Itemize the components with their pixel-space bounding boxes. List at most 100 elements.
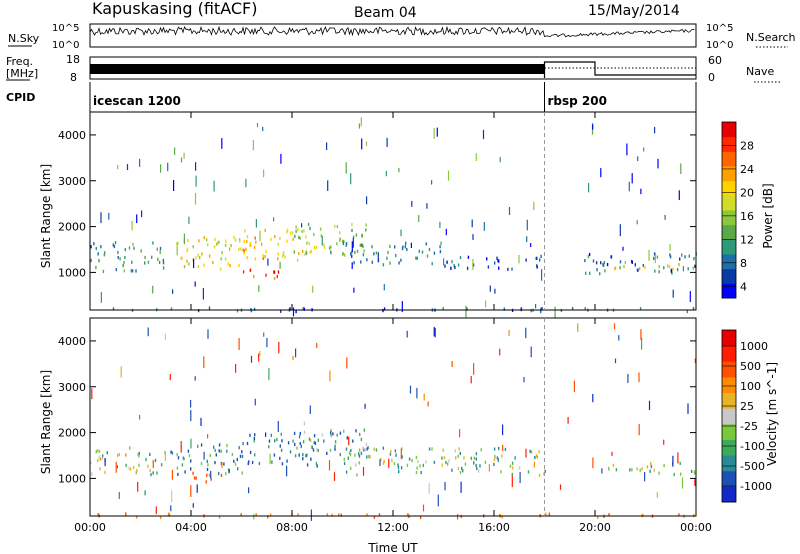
noise-cell: [451, 361, 453, 368]
echo-cell: [693, 257, 695, 261]
velocity-panel: 1000 2000 3000 4000 00:00 04:00 08:00 12:00 16:0…: [58, 317, 772, 534]
echo-cell: [188, 454, 191, 458]
noise-cell: [358, 123, 360, 129]
noise-cell: [439, 221, 441, 229]
noise-cell: [213, 180, 215, 192]
echo-cell: [218, 515, 221, 519]
noise-cell: [180, 157, 183, 163]
echo-cell: [334, 447, 336, 451]
echo-cell: [218, 240, 220, 244]
echo-cell: [348, 451, 351, 455]
echo-cell: [571, 307, 574, 311]
colorbar-tick-label: 8: [740, 257, 747, 270]
echo-cell: [203, 263, 205, 267]
echo-cell: [603, 261, 606, 265]
echo-cell: [501, 515, 503, 519]
noise-cell: [433, 128, 435, 139]
echo-cell: [496, 256, 498, 260]
echo-cell: [286, 459, 288, 463]
noise-cell: [613, 323, 616, 330]
noise-cell: [221, 138, 223, 149]
nsearch-label: N.Search: [746, 31, 796, 44]
echo-cell: [302, 457, 304, 461]
echo-cell: [442, 448, 444, 452]
echo-cell: [262, 256, 264, 260]
echo-cell: [345, 242, 348, 246]
noise-cell: [348, 436, 350, 446]
freq-trace: [90, 61, 696, 78]
echo-cell: [238, 446, 240, 450]
echo-cell: [234, 238, 237, 242]
noise-cell: [115, 461, 117, 473]
echo-cell: [206, 467, 209, 472]
colorbar-tick-label: 500: [740, 360, 761, 373]
echo-cell: [400, 258, 402, 262]
echo-cell: [690, 469, 693, 473]
echo-cell: [159, 246, 162, 250]
echo-cell: [459, 255, 462, 260]
echo-cell: [116, 453, 119, 457]
noise-cell: [333, 472, 336, 481]
echo-cell: [151, 255, 153, 259]
y-tick-label: 1000: [58, 472, 86, 485]
echo-cell: [361, 233, 363, 237]
noise-cell: [164, 333, 166, 341]
echo-cell: [187, 449, 190, 453]
nsky-panel-frame: [89, 23, 697, 48]
noise-cell: [238, 338, 240, 351]
echo-cell: [538, 473, 541, 477]
colorbar-tick-label: 28: [740, 139, 754, 152]
noise-cell: [117, 164, 119, 170]
colorbar-frame: [721, 329, 737, 503]
echo-cell: [241, 454, 244, 459]
noise-cell: [519, 471, 521, 484]
echo-cell: [274, 235, 276, 239]
cpid-mode-label: icescan 1200: [93, 94, 181, 108]
velocity-colorbar-label: Velocity [m s^-1]: [765, 362, 779, 466]
echo-cell: [540, 254, 542, 258]
noise-cell: [362, 466, 365, 476]
echo-cell: [398, 470, 400, 474]
echo-cell: [496, 456, 499, 460]
echo-cell: [326, 513, 329, 517]
noise-cell: [104, 458, 106, 467]
echo-cell: [138, 463, 140, 467]
echo-cell: [464, 462, 467, 466]
colorbar-frame: [721, 121, 737, 299]
noise-cell: [523, 376, 525, 383]
echo-cell: [309, 250, 311, 254]
noise-cell: [445, 228, 447, 236]
echo-cell: [95, 246, 97, 251]
noise-cell: [303, 421, 305, 426]
echo-cell: [276, 438, 278, 442]
noise-cell: [309, 405, 311, 415]
echo-cell: [415, 256, 417, 260]
echo-cell: [313, 232, 315, 237]
noise-cell: [640, 329, 642, 340]
echo-cell: [125, 453, 127, 457]
echo-cell: [254, 236, 256, 240]
echo-cell: [310, 249, 313, 254]
echo-cell: [589, 271, 591, 275]
echo-cell: [654, 269, 656, 273]
echo-cell: [162, 258, 165, 262]
colorbar-tick-label: 20: [740, 186, 754, 199]
echo-cell: [613, 267, 616, 271]
noise-cell: [627, 373, 629, 383]
echo-cell: [545, 512, 547, 516]
noise-cell: [444, 482, 446, 491]
echo-cell: [687, 267, 689, 271]
echo-cell: [425, 460, 427, 464]
echo-cell: [676, 268, 679, 272]
echo-cell: [123, 269, 125, 273]
echo-cell: [220, 449, 222, 453]
noise-cell: [502, 444, 504, 452]
echo-cell: [401, 247, 404, 251]
noise-cell: [267, 258, 269, 266]
echo-cell: [330, 431, 332, 435]
echo-cell: [360, 437, 363, 441]
noise-cell: [648, 249, 650, 261]
echo-cell: [205, 480, 207, 484]
echo-cell: [459, 451, 461, 456]
echo-cell: [246, 441, 249, 446]
